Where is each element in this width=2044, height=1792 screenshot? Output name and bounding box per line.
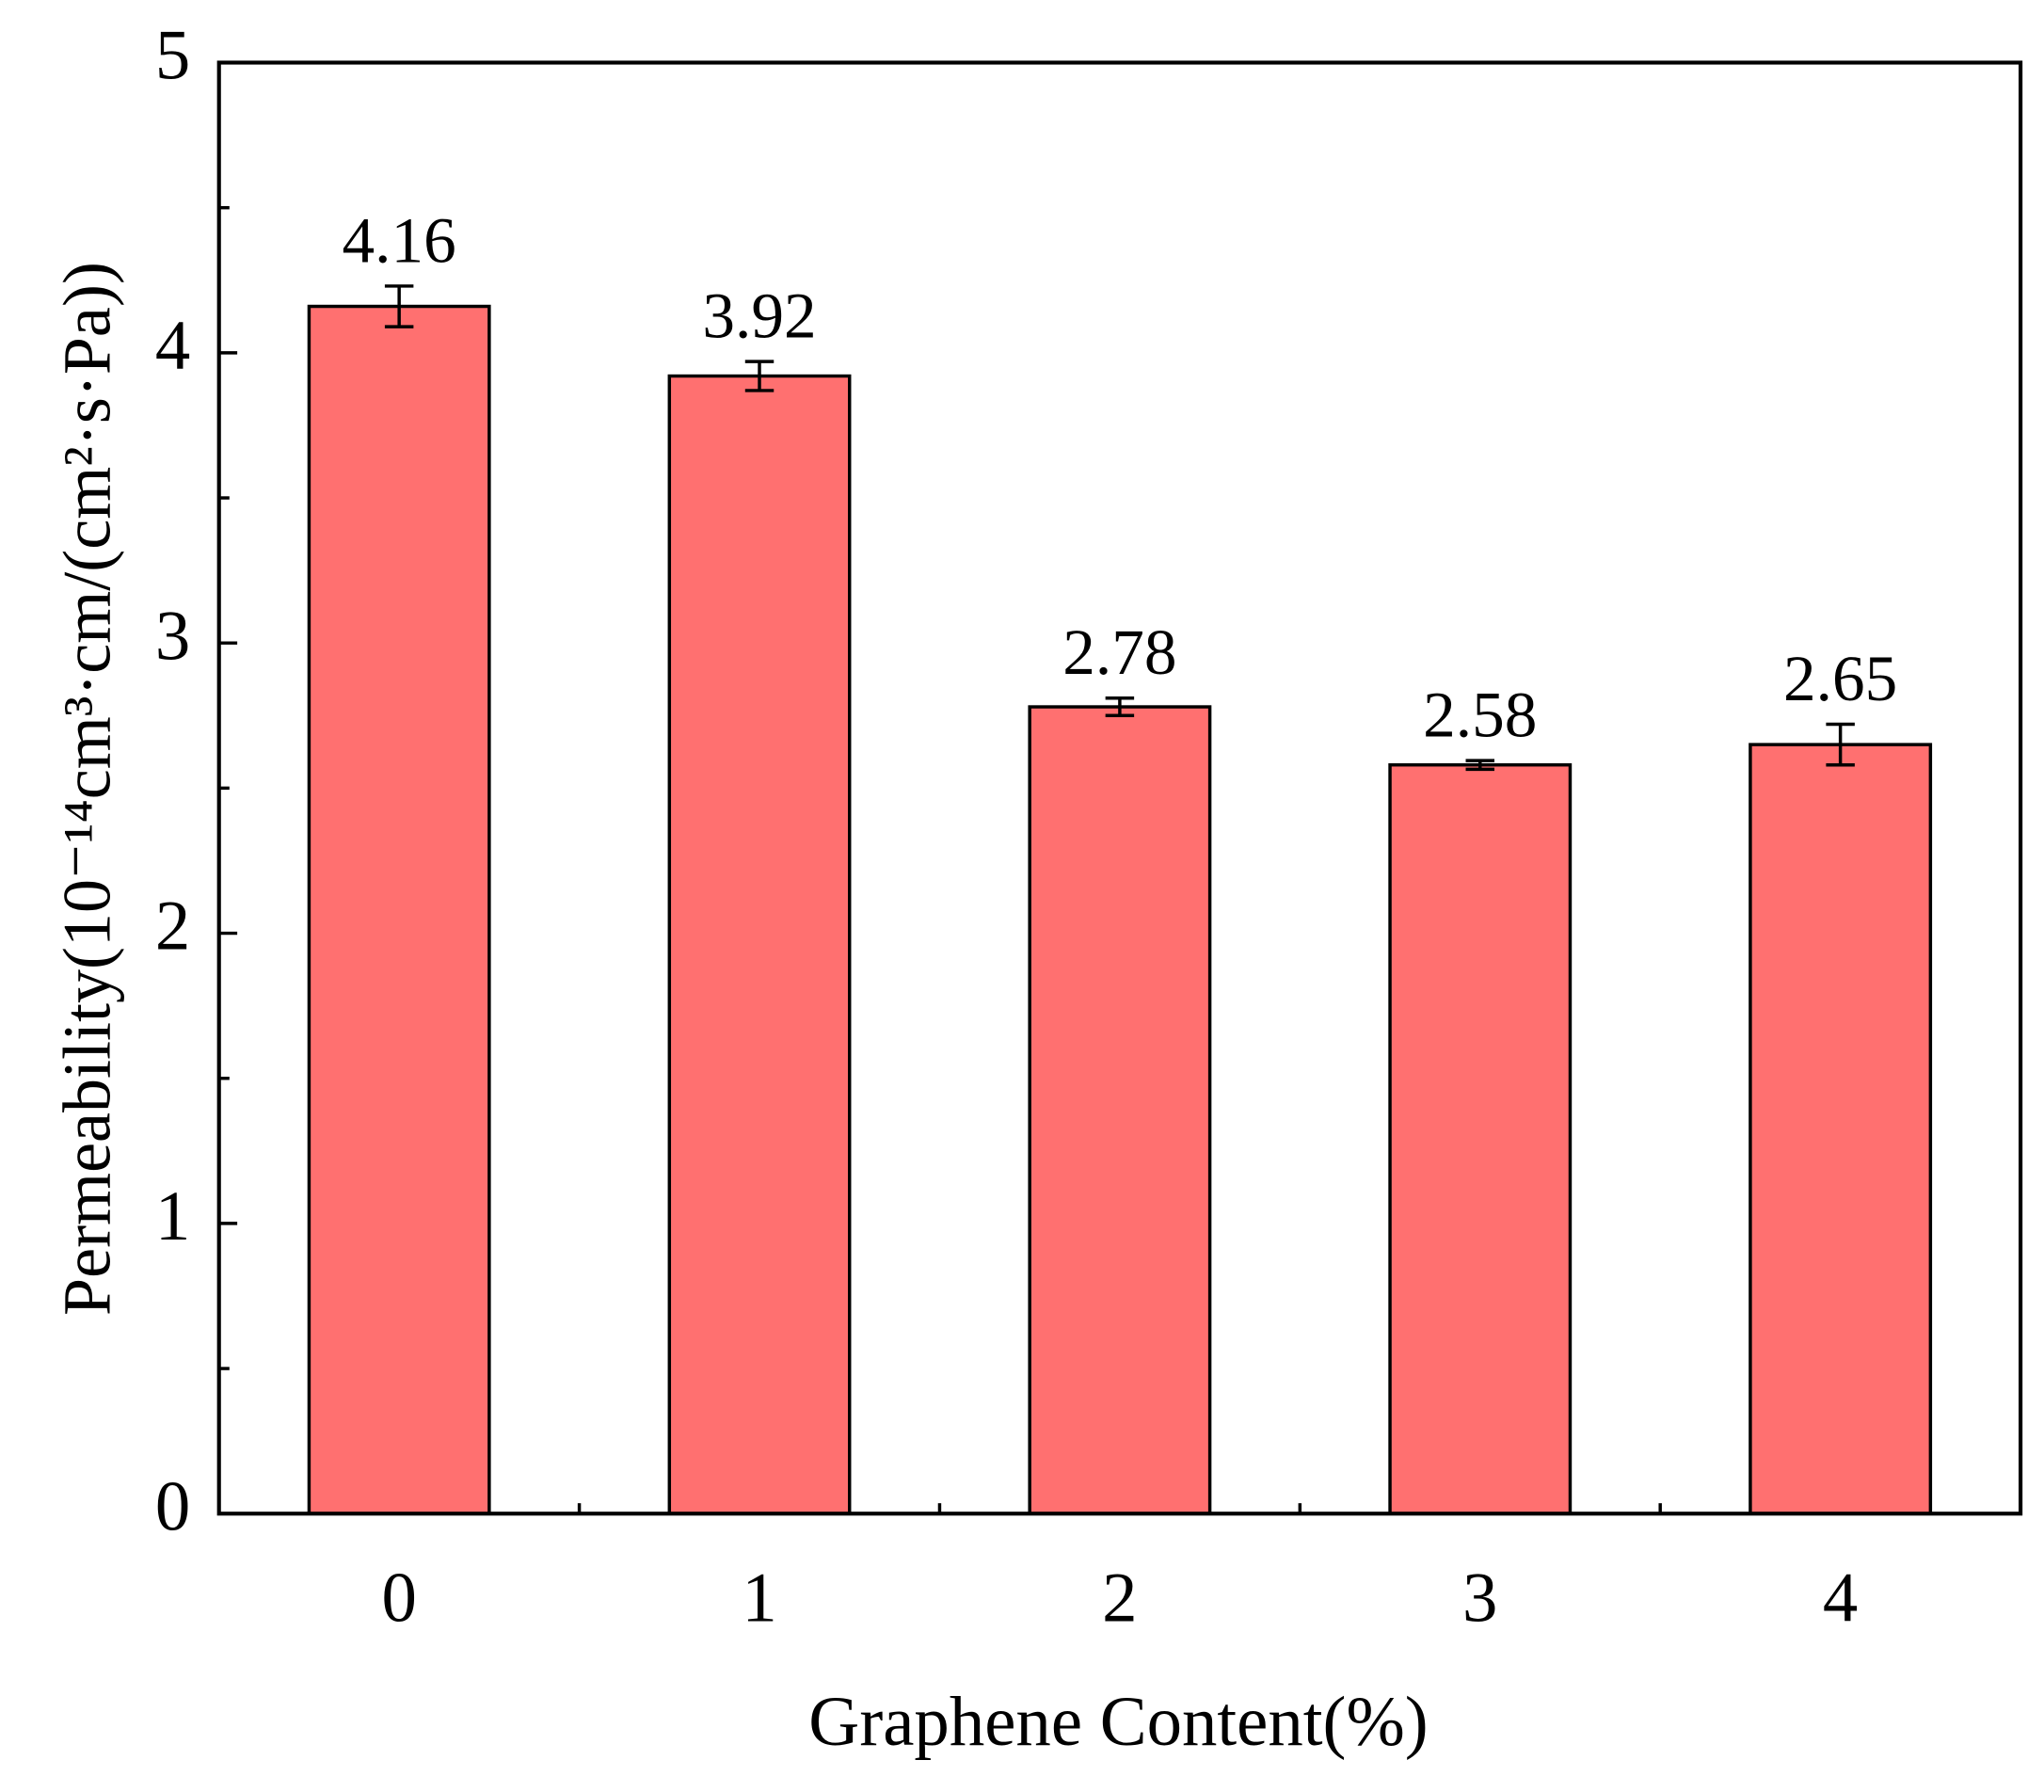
x-tick-label: 1: [742, 1559, 776, 1637]
error-bar: [1826, 722, 1855, 767]
error-bar: [384, 284, 414, 328]
bar: [1749, 743, 1933, 1515]
x-tick-label: 4: [1823, 1559, 1858, 1637]
value-label: 2.78: [1062, 616, 1176, 688]
bar: [1028, 705, 1212, 1515]
value-label: 3.92: [702, 279, 816, 351]
value-label: 2.65: [1783, 642, 1897, 714]
x-tick-label: 2: [1102, 1559, 1137, 1637]
y-tick-label: 5: [155, 17, 190, 95]
x-axis-title: Graphene Content(%): [808, 1683, 1428, 1761]
plot-frame: [216, 60, 2023, 1516]
y-tick-label: 3: [155, 597, 190, 675]
y-axis-title: Permeability(10⁻¹⁴cm³·cm/(cm²·s·Pa)): [49, 262, 124, 1316]
y-tick-label: 1: [155, 1177, 190, 1256]
value-label: 4.16: [343, 203, 456, 276]
x-tick-label: 0: [381, 1559, 416, 1637]
error-bar: [1465, 759, 1494, 772]
error-bar: [1105, 696, 1135, 718]
bar: [307, 304, 491, 1515]
value-label: 2.58: [1423, 678, 1537, 750]
y-tick-label: 2: [155, 888, 190, 966]
y-tick-label: 4: [155, 307, 190, 385]
y-tick-label: 0: [155, 1467, 190, 1545]
error-bar: [744, 360, 774, 392]
bar: [667, 374, 852, 1515]
bar: [1388, 762, 1573, 1515]
x-tick-label: 3: [1462, 1559, 1497, 1637]
